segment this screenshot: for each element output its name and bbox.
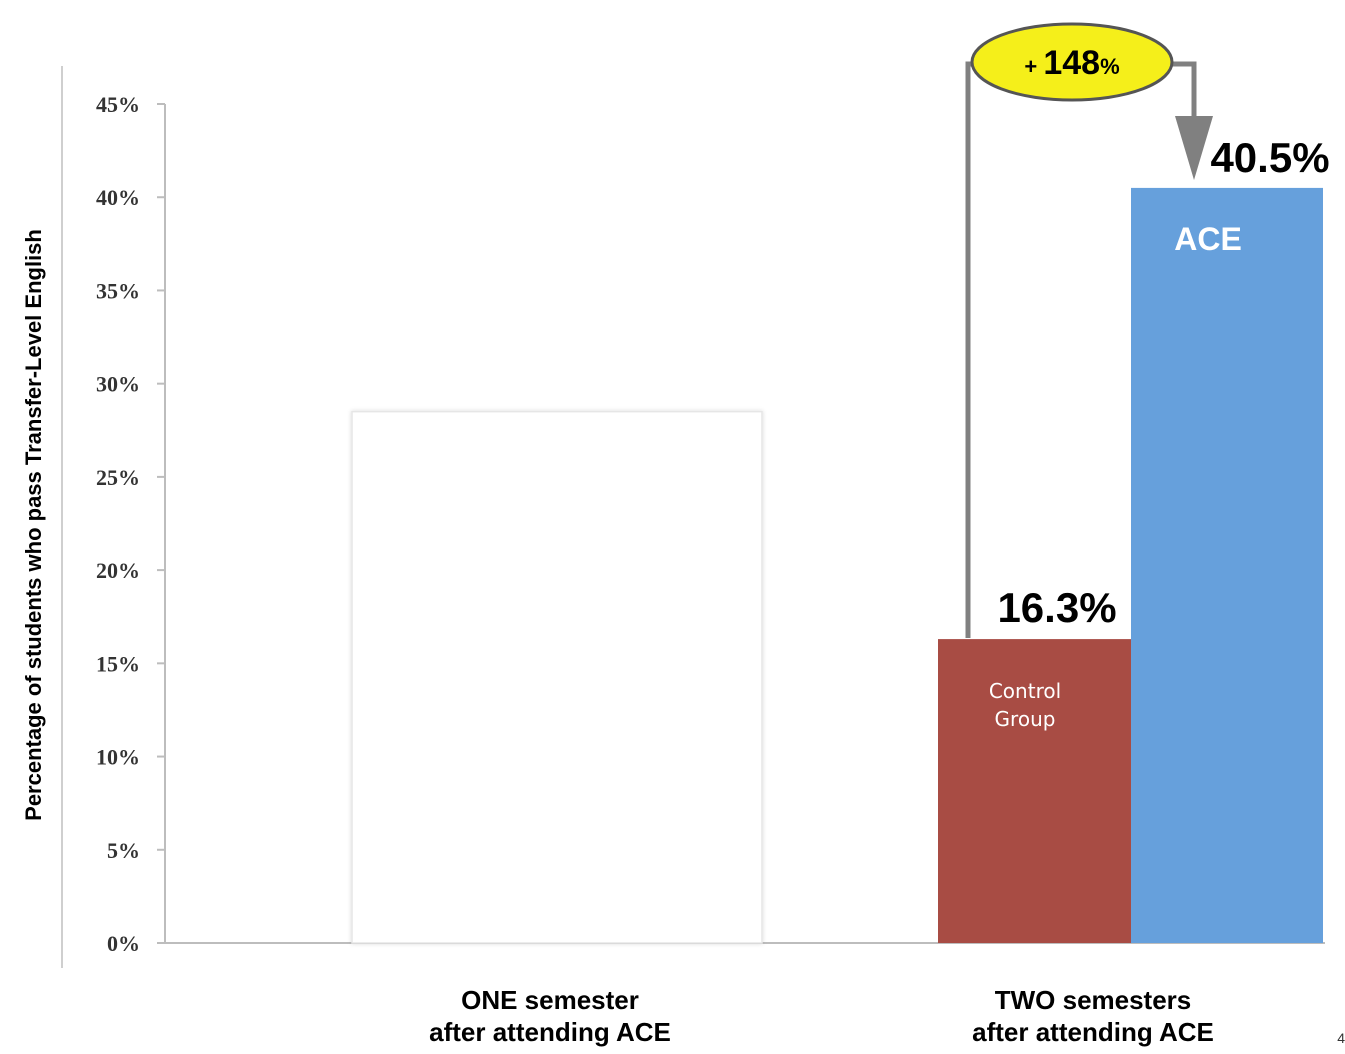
y-tick-label: 30% <box>96 372 140 397</box>
y-tick-label: 40% <box>96 185 140 210</box>
growth-badge <box>970 22 1174 102</box>
bars <box>351 187 1323 944</box>
y-tick-label: 10% <box>96 745 140 770</box>
series-label-control-group: Control Group <box>989 679 1061 731</box>
y-tick-label: 20% <box>96 558 140 583</box>
bar-control-group <box>938 639 1131 943</box>
y-tick-label: 0% <box>107 931 140 956</box>
y-tick-label: 45% <box>96 92 140 117</box>
y-tick-label: 15% <box>96 651 140 676</box>
category-label-line1: ONE semester <box>461 985 639 1015</box>
y-tick-label: 35% <box>96 278 140 303</box>
growth-annotation: + 148% <box>965 22 1213 638</box>
category-label-line2: after attending ACE <box>429 1017 671 1047</box>
value-labels: Control Group ACE 16.3% 40.5% <box>989 134 1330 731</box>
y-axis-title: Percentage of students who pass Transfer… <box>21 229 46 821</box>
series-label-ace: ACE <box>1174 221 1242 257</box>
y-tick-label: 5% <box>107 838 140 863</box>
connector-arrowhead <box>1175 116 1213 180</box>
category-label-line1: TWO semesters <box>994 985 1192 1015</box>
y-tick-label: 25% <box>96 465 140 490</box>
category-label-two-semesters: TWO semesters after attending ACE <box>913 984 1273 1048</box>
placeholder-bar <box>351 410 763 944</box>
data-label-control-group: 16.3% <box>997 584 1116 631</box>
category-label-line2: after attending ACE <box>972 1017 1214 1047</box>
data-label-ace: 40.5% <box>1210 134 1329 181</box>
category-label-one-semester: ONE semester after attending ACE <box>370 984 730 1048</box>
growth-badge-text: + 148% <box>1024 44 1119 82</box>
connector-line <box>965 61 1000 638</box>
page-number: 4 <box>1337 1030 1345 1046</box>
bar-ace <box>1131 187 1323 943</box>
